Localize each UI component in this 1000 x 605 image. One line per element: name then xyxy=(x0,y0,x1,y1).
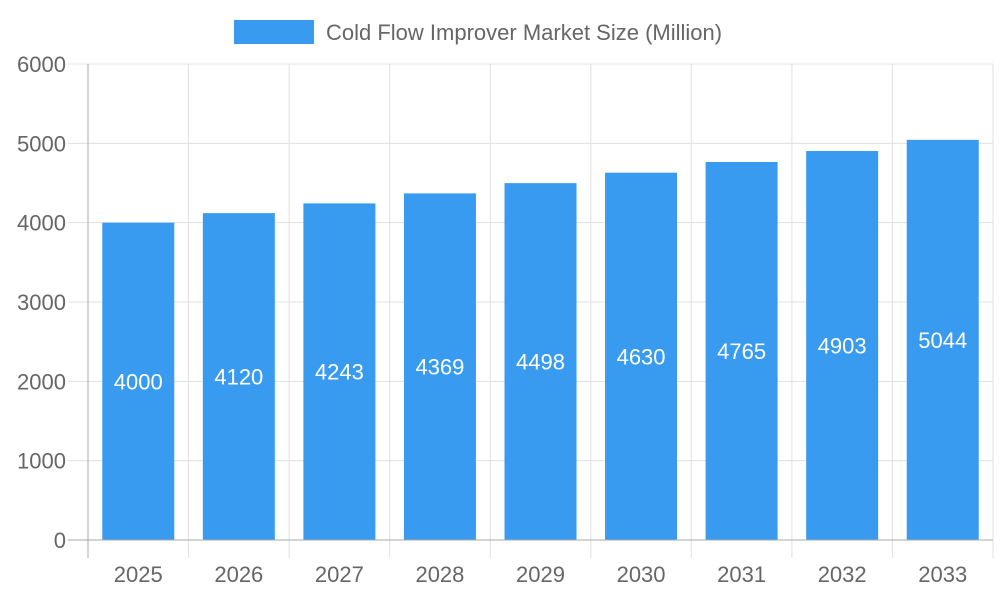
bar xyxy=(705,161,778,540)
y-tick-label: 4000 xyxy=(17,211,66,236)
y-tick-label: 3000 xyxy=(17,290,66,315)
x-tick-label: 2026 xyxy=(214,562,263,587)
bar xyxy=(906,139,979,541)
bar xyxy=(504,183,577,540)
x-tick-label: 2025 xyxy=(114,562,163,587)
data-label: 4000 xyxy=(114,369,163,394)
data-label: 4765 xyxy=(717,339,766,364)
y-tick-label: 2000 xyxy=(17,369,66,394)
data-label: 5044 xyxy=(918,328,967,353)
x-tick-label: 2028 xyxy=(415,562,464,587)
data-label: 4120 xyxy=(214,365,263,390)
bars: 4000 4120 4243 4369 4498 4630 4765 4903 5044 xyxy=(102,139,979,541)
bar xyxy=(605,172,678,541)
legend-label: Cold Flow Improver Market Size (Million) xyxy=(326,20,722,45)
legend[interactable]: Cold Flow Improver Market Size (Million) xyxy=(234,20,722,45)
y-tick-label: 5000 xyxy=(17,131,66,156)
x-tick-label: 2033 xyxy=(918,562,967,587)
bar xyxy=(303,203,376,540)
x-tick-label: 2031 xyxy=(717,562,766,587)
axes: 0 1000 2000 3000 4000 5000 6000 2025 2026 2027 202… xyxy=(17,52,993,587)
data-label: 4498 xyxy=(516,350,565,375)
y-tick-label: 1000 xyxy=(17,449,66,474)
y-tick-label: 6000 xyxy=(17,52,66,77)
bar xyxy=(403,193,476,540)
data-label: 4903 xyxy=(818,334,867,359)
data-label: 4369 xyxy=(415,355,464,380)
bar xyxy=(806,151,879,540)
data-label: 4243 xyxy=(315,360,364,385)
x-tick-label: 2032 xyxy=(818,562,867,587)
y-tick-label: 0 xyxy=(54,528,66,553)
x-tick-label: 2029 xyxy=(516,562,565,587)
data-label: 4630 xyxy=(617,344,666,369)
bar xyxy=(102,222,175,540)
x-tick-label: 2027 xyxy=(315,562,364,587)
x-tick-label: 2030 xyxy=(617,562,666,587)
legend-swatch xyxy=(234,20,314,44)
bar xyxy=(202,213,275,540)
